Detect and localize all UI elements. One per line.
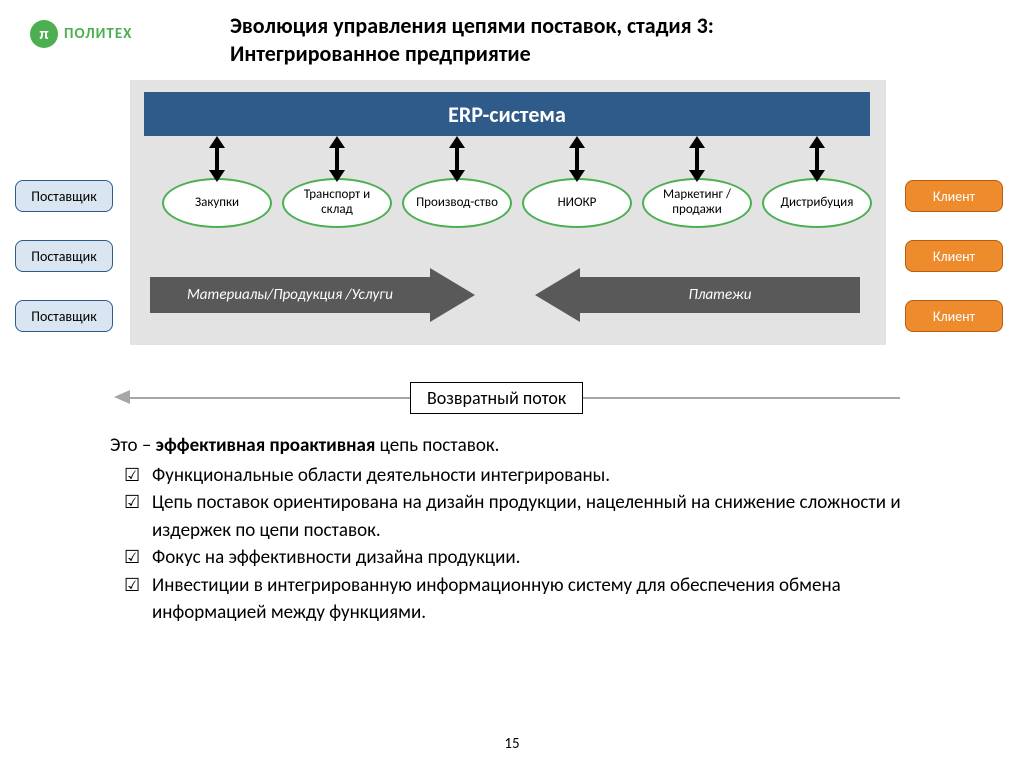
erp-label: ERP-система: [448, 101, 566, 128]
client-pill: Клиент: [905, 300, 1003, 332]
bullet-item: Функциональные области деятельности инте…: [110, 462, 930, 490]
intro-line: Это – эффективная проактивная цепь поста…: [110, 432, 930, 460]
sync-arrow-icon: [335, 146, 339, 172]
function-ellipse: НИОКР: [522, 178, 632, 228]
return-flow-arrowhead-icon: [114, 390, 130, 404]
sync-arrow-icon: [695, 146, 699, 172]
bullet-item: Фокус на эффективности дизайна продукции…: [110, 544, 930, 572]
sync-arrow-icon: [575, 146, 579, 172]
return-flow-label: Возвратный поток: [410, 382, 583, 414]
supplier-pill: Поставщик: [15, 180, 113, 212]
sync-arrow-icon: [215, 146, 219, 172]
arrow-left-icon: [535, 268, 580, 322]
description-text: Это – эффективная проактивная цепь поста…: [110, 432, 930, 627]
client-pill: Клиент: [905, 180, 1003, 212]
sync-arrow-icon: [815, 146, 819, 172]
logo-glyph: π: [39, 25, 48, 44]
logo-text: ПОЛИТЕХ: [64, 25, 132, 43]
supplier-pill: Поставщик: [15, 300, 113, 332]
client-pill: Клиент: [905, 240, 1003, 272]
bullet-list: Функциональные области деятельности инте…: [110, 462, 930, 627]
erp-system-bar: ERP-система: [144, 92, 870, 136]
logo-icon: π: [30, 20, 58, 48]
function-ellipse: Дистрибуция: [762, 178, 872, 228]
logo: π ПОЛИТЕХ: [30, 20, 132, 48]
function-ellipse: Маркетинг /продажи: [642, 178, 752, 228]
supplier-pill: Поставщик: [15, 240, 113, 272]
bullet-item: Цепь поставок ориентирована на дизайн пр…: [110, 489, 930, 544]
page-number: 15: [0, 735, 1024, 753]
bullet-item: Инвестиции в интегрированную информацион…: [110, 572, 930, 627]
function-ellipse: Закупки: [162, 178, 272, 228]
function-ellipse: Производ-ство: [402, 178, 512, 228]
sync-arrow-icon: [455, 146, 459, 172]
page-title: Эволюция управления цепями поставок, ста…: [230, 12, 714, 67]
materials-flow-arrow: Материалы/Продукция /Услуги: [150, 277, 430, 313]
arrow-right-icon: [430, 268, 475, 322]
payments-flow-arrow: Платежи: [580, 277, 860, 313]
function-ellipse: Транспорт и склад: [282, 178, 392, 228]
